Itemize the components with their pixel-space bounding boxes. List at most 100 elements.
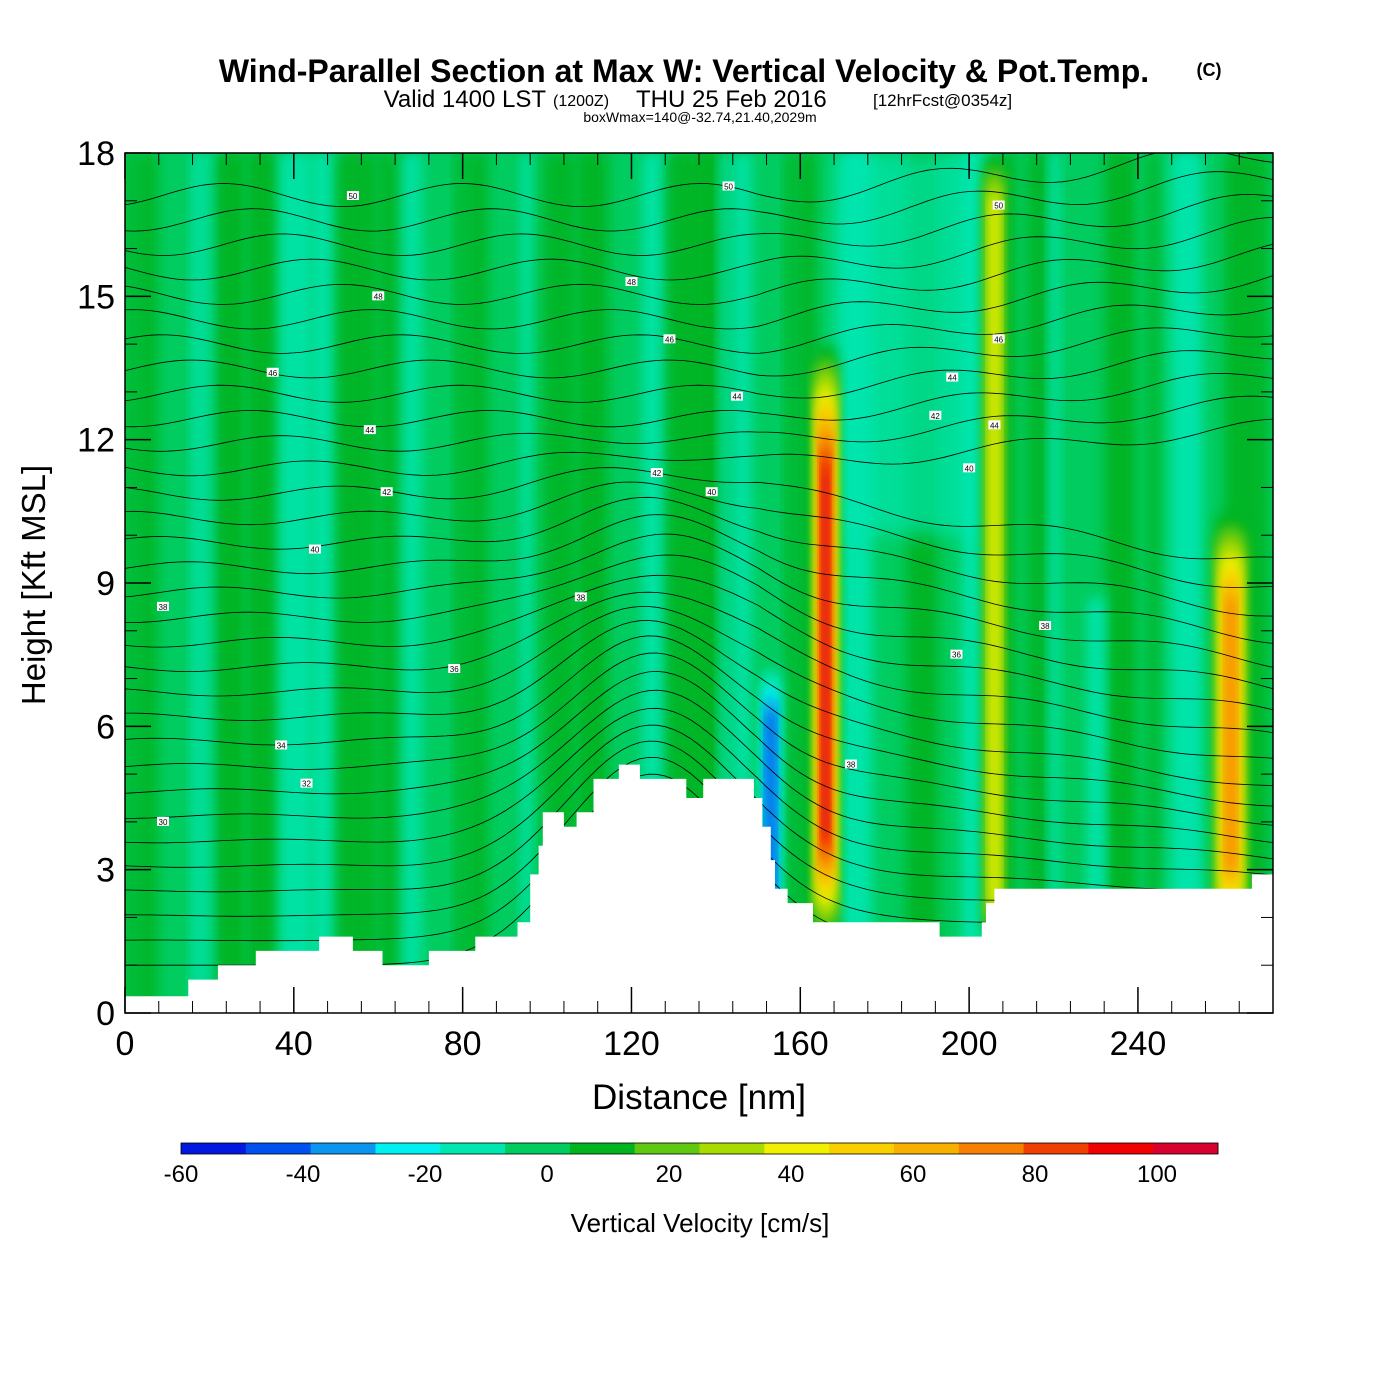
theta-label: 38 — [156, 601, 169, 612]
colorbar-swatch — [699, 1143, 765, 1154]
subtitle-utc: (1200Z) — [553, 93, 609, 110]
theta-contour-line — [125, 418, 1273, 477]
colorbar-swatch — [310, 1143, 376, 1154]
velocity-streak — [521, 153, 532, 1013]
velocity-streak — [400, 153, 422, 1013]
y-tick-label: 3 — [96, 852, 115, 890]
theta-contour-line — [125, 372, 1273, 428]
colorbar-tick-label: 60 — [900, 1161, 927, 1188]
theta-label: 40 — [705, 487, 718, 497]
theta-contour-line — [125, 724, 1273, 893]
colorbar-tick-label: 80 — [1022, 1161, 1049, 1188]
svg-text:38: 38 — [576, 593, 585, 602]
svg-text:48: 48 — [627, 278, 636, 287]
theta-label: 46 — [992, 334, 1005, 344]
colorbar-tick-label: -40 — [286, 1161, 321, 1188]
theta-label: 46 — [266, 367, 279, 378]
velocity-plume — [1087, 597, 1104, 930]
theta-contour-line — [125, 591, 1273, 734]
title-copyright-mark: (C) — [1197, 60, 1222, 80]
theta-contour-line — [125, 635, 1273, 807]
velocity-streak — [917, 153, 928, 1013]
theta-contour-line — [125, 350, 1273, 403]
y-tick-label: 6 — [96, 708, 115, 746]
velocity-streak — [257, 153, 268, 1013]
colorbar-swatch — [1153, 1143, 1219, 1154]
theta-label: 40 — [963, 463, 976, 473]
theta-contour-line — [125, 533, 1273, 668]
colorbar-tick-label: -60 — [164, 1161, 199, 1188]
theta-contour-line — [125, 467, 1273, 560]
colorbar-swatch — [440, 1143, 506, 1154]
theta-label: 42 — [380, 487, 393, 497]
svg-text:40: 40 — [707, 488, 716, 497]
svg-text:42: 42 — [652, 469, 661, 478]
svg-text:44: 44 — [733, 393, 742, 402]
chart-subtitle: Valid 1400 LST (1200Z) THU 25 Feb 2016 [… — [384, 86, 1012, 113]
velocity-streak — [587, 153, 598, 1013]
theta-contour-line — [125, 574, 1273, 711]
svg-text:42: 42 — [931, 412, 940, 421]
svg-text:44: 44 — [990, 421, 999, 430]
colorbar-swatch — [1023, 1143, 1089, 1154]
colorbar-swatch — [1088, 1143, 1154, 1154]
svg-text:48: 48 — [374, 292, 383, 301]
theta-label: 42 — [929, 410, 942, 421]
theta-label: 36 — [950, 649, 963, 660]
theta-contour-line — [125, 216, 1273, 281]
y-tick-label: 18 — [77, 135, 115, 173]
theta-contour-line — [125, 153, 1273, 208]
x-tick-label: 160 — [772, 1025, 829, 1063]
theta-contour-line — [125, 243, 1273, 305]
velocity-plume — [1226, 597, 1235, 870]
velocity-streak — [279, 153, 312, 1013]
velocity-streak — [466, 153, 488, 1013]
y-tick-label: 9 — [96, 565, 115, 603]
theta-contour-line — [125, 304, 1273, 354]
x-tick-label: 0 — [116, 1025, 135, 1063]
colorbar-swatch — [958, 1143, 1025, 1154]
svg-text:40: 40 — [965, 464, 974, 473]
velocity-streak — [191, 153, 202, 1013]
colorbar-swatch — [829, 1143, 895, 1154]
theta-label: 38 — [844, 759, 857, 770]
theta-contour-line — [125, 652, 1273, 826]
svg-text:44: 44 — [365, 426, 374, 435]
velocity-streak — [796, 153, 818, 1013]
subtitle-valid: Valid 1400 LST — [384, 86, 547, 113]
colorbar-label: Vertical Velocity [cm/s] — [571, 1208, 830, 1238]
velocity-streak — [1181, 153, 1192, 1013]
theta-contour-line — [125, 395, 1273, 452]
theta-contour-line — [125, 707, 1273, 876]
theta-label: 30 — [156, 816, 169, 827]
svg-text:50: 50 — [724, 182, 733, 191]
theta-label: 42 — [650, 468, 663, 478]
theta-label: 44 — [730, 391, 743, 402]
theta-contour-line — [125, 481, 1273, 588]
chart-title: Wind-Parallel Section at Max W: Vertical… — [219, 53, 1149, 89]
theta-label: 44 — [946, 372, 959, 383]
theta-contour-line — [125, 670, 1273, 843]
colorbar-tick-label: 100 — [1137, 1161, 1177, 1188]
velocity-streak — [785, 153, 796, 1013]
theta-label: 50 — [346, 191, 359, 201]
colorbar-swatch — [893, 1143, 960, 1154]
colorbar: -60 -40 -20 0 20 40 60 80 100 — [164, 1142, 1219, 1188]
x-tick-label: 120 — [603, 1025, 660, 1063]
theta-label: 50 — [992, 200, 1005, 211]
svg-text:40: 40 — [310, 546, 319, 555]
velocity-streak — [851, 153, 862, 1013]
velocity-streak — [1027, 153, 1049, 1013]
theta-label: 40 — [308, 544, 321, 555]
theta-contour-line — [125, 193, 1273, 257]
theta-label: 46 — [663, 334, 676, 344]
theta-contour-line — [125, 275, 1273, 330]
theta-label: 38 — [574, 592, 587, 602]
theta-contour-line — [125, 514, 1273, 644]
x-axis: 0 40 80 120 160 200 240 — [116, 153, 1274, 1063]
theta-contour-line — [125, 689, 1273, 860]
velocity-streak — [345, 153, 378, 1013]
plot-area: 50 50 50 48 48 46 46 46 44 44 44 44 42 42 42 40 40 40 38 38… — [125, 153, 1273, 1013]
